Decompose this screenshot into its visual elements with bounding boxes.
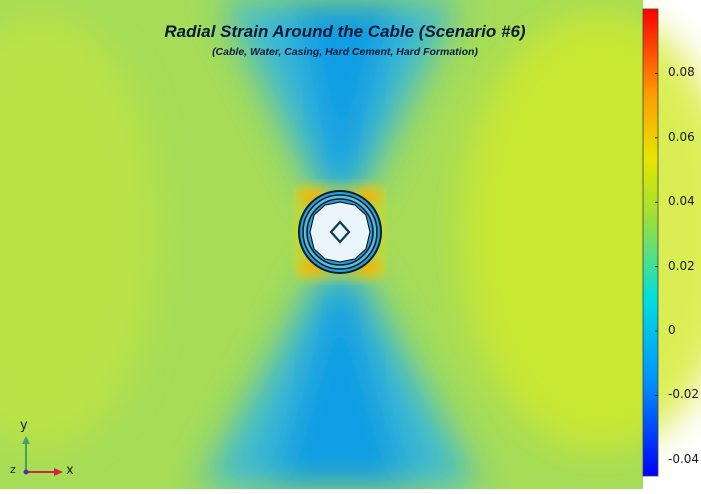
z-axis-label: z bbox=[10, 463, 16, 476]
colorbar-tick-label: 0.06 bbox=[668, 129, 695, 144]
colorbar-ticks bbox=[655, 72, 658, 461]
cable-core bbox=[329, 220, 351, 244]
field-left-lobe bbox=[0, 12, 160, 452]
colorbar bbox=[642, 8, 659, 477]
cable-cross-section bbox=[298, 190, 382, 274]
x-axis-label: x bbox=[66, 463, 74, 478]
hourglass-lobes bbox=[200, 0, 480, 489]
plot-title: Radial Strain Around the Cable (Scenario… bbox=[164, 22, 526, 41]
colorbar-tick-label: 0.08 bbox=[668, 65, 695, 80]
field-right-lobe bbox=[460, 12, 701, 452]
z-axis-dot bbox=[23, 469, 29, 475]
colorbar-gradient bbox=[642, 8, 659, 477]
axis-triad bbox=[22, 436, 63, 476]
colorbar-tick-label: 0.04 bbox=[668, 194, 695, 209]
plot-subtitle: (Cable, Water, Casing, Hard Cement, Hard… bbox=[212, 46, 478, 58]
colorbar-tick-label: -0.02 bbox=[668, 387, 700, 402]
colorbar-tick-label: 0 bbox=[668, 323, 676, 338]
colorbar-tick-label: -0.04 bbox=[668, 451, 700, 466]
y-axis-arrowhead bbox=[22, 436, 30, 444]
y-axis-label: y bbox=[20, 418, 28, 433]
bottom-lobe-core bbox=[270, 280, 410, 489]
colorbar-tick-label: 0.02 bbox=[668, 258, 695, 273]
x-axis-arrowhead bbox=[54, 468, 63, 476]
top-lobe-core bbox=[290, 0, 400, 190]
